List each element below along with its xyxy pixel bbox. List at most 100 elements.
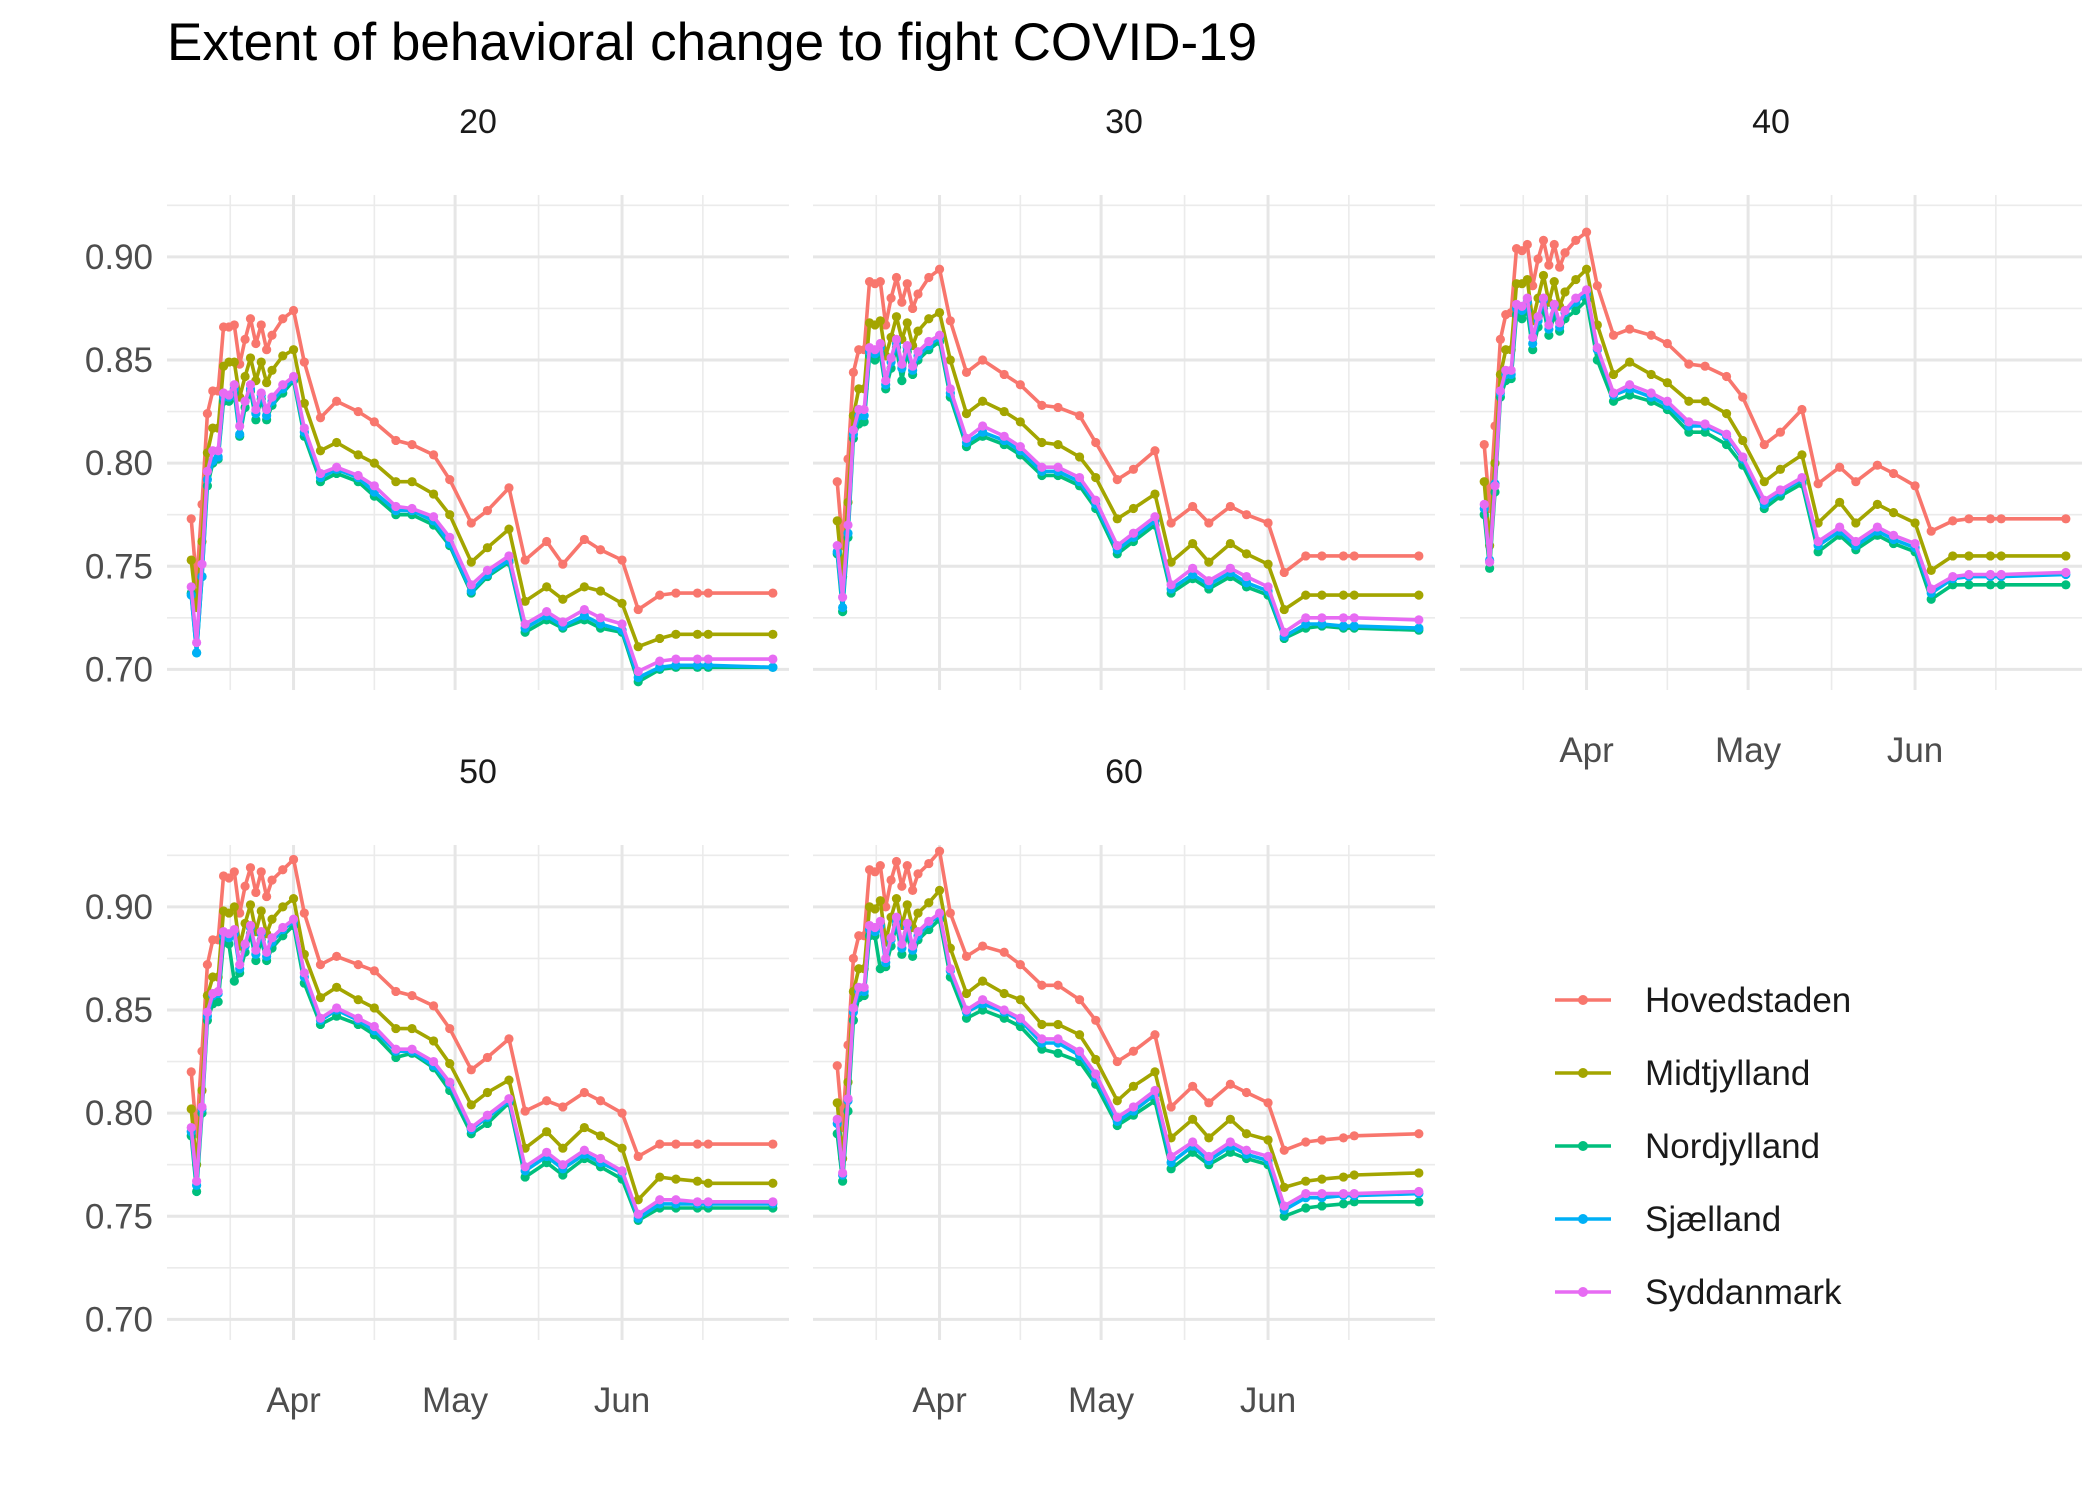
data-point-Hovedstaden: [240, 334, 250, 344]
data-point-Midtjylland: [278, 902, 288, 912]
data-point-Syddanmark: [978, 995, 988, 1005]
data-point-Midtjylland: [1797, 450, 1807, 460]
data-point-Hovedstaden: [1150, 1030, 1160, 1040]
data-point-Hovedstaden: [832, 1061, 842, 1071]
data-point-Syddanmark: [1985, 569, 1996, 580]
data-point-Syddanmark: [1721, 429, 1732, 439]
data-point-Nordjylland: [1517, 314, 1527, 324]
data-point-Midtjylland: [875, 316, 885, 326]
data-point-Nordjylland: [213, 997, 223, 1007]
data-point-Syddanmark: [542, 1147, 552, 1157]
data-point-Midtjylland: [332, 982, 342, 992]
data-point-Nordjylland: [1414, 1197, 1424, 1207]
data-point-Midtjylland: [1091, 1054, 1101, 1065]
data-point-Syddanmark: [1646, 388, 1656, 398]
data-point-Midtjylland: [1225, 538, 1235, 549]
data-point-Hovedstaden: [1263, 1098, 1273, 1108]
data-point-Sjælland: [1338, 621, 1349, 631]
data-point-Nordjylland: [1317, 1201, 1327, 1211]
data-point-Midtjylland: [671, 1174, 681, 1184]
data-point-Syddanmark: [1317, 1188, 1327, 1199]
y-tick-label: 0.90: [85, 888, 153, 927]
data-point-Syddanmark: [213, 986, 223, 997]
data-point-Hovedstaden: [1317, 1135, 1327, 1145]
facet-panel-40: 40 Apr May Jun: [1460, 103, 2082, 770]
data-point-Hovedstaden: [1592, 281, 1602, 291]
data-point-Hovedstaden: [655, 1139, 665, 1149]
data-point-Hovedstaden: [934, 264, 945, 274]
data-point-Midtjylland: [1112, 514, 1122, 524]
data-point-Midtjylland: [1225, 1114, 1235, 1124]
data-point-Midtjylland: [1926, 565, 1936, 575]
data-point-Hovedstaden: [875, 277, 885, 287]
data-point-Midtjylland: [832, 516, 842, 526]
data-point-Midtjylland: [1738, 435, 1748, 446]
data-point-Midtjylland: [1985, 551, 1996, 561]
data-point-Hovedstaden: [1349, 551, 1359, 561]
data-point-Hovedstaden: [1872, 460, 1882, 470]
data-point-Hovedstaden: [692, 1139, 703, 1149]
data-point-Syddanmark: [1150, 512, 1160, 522]
data-point-Nordjylland: [897, 376, 907, 386]
data-point-Syddanmark: [245, 920, 256, 931]
data-point-Midtjylland: [891, 894, 902, 904]
data-point-Hovedstaden: [1349, 1131, 1359, 1141]
data-point-Midtjylland: [391, 477, 401, 487]
data-point-Midtjylland: [1166, 557, 1176, 567]
data-point-Syddanmark: [1015, 442, 1025, 452]
y-tick-label: 0.90: [85, 238, 153, 277]
data-point-Hovedstaden: [1538, 235, 1549, 245]
data-point-Midtjylland: [832, 1098, 842, 1108]
data-point-Hovedstaden: [315, 413, 326, 423]
data-point-Hovedstaden: [1495, 334, 1505, 344]
series-line-Hovedstaden: [835, 267, 1419, 575]
data-point-Midtjylland: [1074, 452, 1085, 462]
data-point-Hovedstaden: [1128, 464, 1139, 474]
data-point-Hovedstaden: [1985, 514, 1996, 524]
data-point-Midtjylland: [1015, 995, 1025, 1005]
data-point-Nordjylland: [2061, 580, 2071, 590]
data-point-Hovedstaden: [1700, 361, 1710, 371]
data-point-Hovedstaden: [1037, 980, 1047, 990]
data-point-Midtjylland: [1549, 277, 1559, 287]
data-point-Hovedstaden: [902, 279, 912, 289]
data-point-Hovedstaden: [999, 947, 1009, 957]
data-point-Midtjylland: [1338, 590, 1349, 600]
data-point-Syddanmark: [202, 466, 212, 476]
data-point-Hovedstaden: [332, 396, 342, 406]
data-point-Hovedstaden: [1759, 439, 1769, 450]
data-point-Midtjylland: [262, 378, 272, 388]
data-point-Hovedstaden: [1112, 1056, 1122, 1067]
data-point-Hovedstaden: [945, 908, 955, 918]
data-point-Hovedstaden: [278, 865, 288, 875]
data-point-Syddanmark: [299, 423, 309, 433]
data-point-Hovedstaden: [848, 367, 858, 377]
data-point-Syddanmark: [859, 982, 869, 992]
data-point-Hovedstaden: [466, 1065, 476, 1075]
data-point-Syddanmark: [692, 1197, 703, 1207]
data-point-Midtjylland: [768, 629, 778, 639]
data-point-Syddanmark: [1608, 388, 1619, 398]
data-point-Syddanmark: [1128, 528, 1139, 538]
data-point-Syddanmark: [655, 1195, 665, 1205]
data-point-Midtjylland: [1338, 1172, 1349, 1182]
data-point-Syddanmark: [558, 1160, 568, 1170]
data-point-Hovedstaden: [1204, 1098, 1214, 1108]
data-point-Syddanmark: [1112, 1112, 1122, 1122]
data-point-Midtjylland: [945, 355, 955, 365]
data-point-Syddanmark: [1549, 299, 1559, 309]
data-point-Syddanmark: [1835, 522, 1845, 532]
data-point-Syddanmark: [1544, 320, 1554, 330]
data-point-Midtjylland: [579, 582, 589, 592]
x-tick-label: Apr: [266, 1381, 321, 1420]
data-point-Hovedstaden: [1775, 427, 1786, 437]
data-point-Syddanmark: [655, 656, 665, 666]
data-point-Midtjylland: [391, 1023, 401, 1034]
data-point-Hovedstaden: [504, 1034, 514, 1044]
data-point-Hovedstaden: [1996, 514, 2006, 524]
data-point-Midtjylland: [655, 633, 665, 644]
data-point-Hovedstaden: [768, 1139, 778, 1149]
data-point-Midtjylland: [1414, 590, 1424, 600]
data-point-Midtjylland: [278, 351, 288, 361]
